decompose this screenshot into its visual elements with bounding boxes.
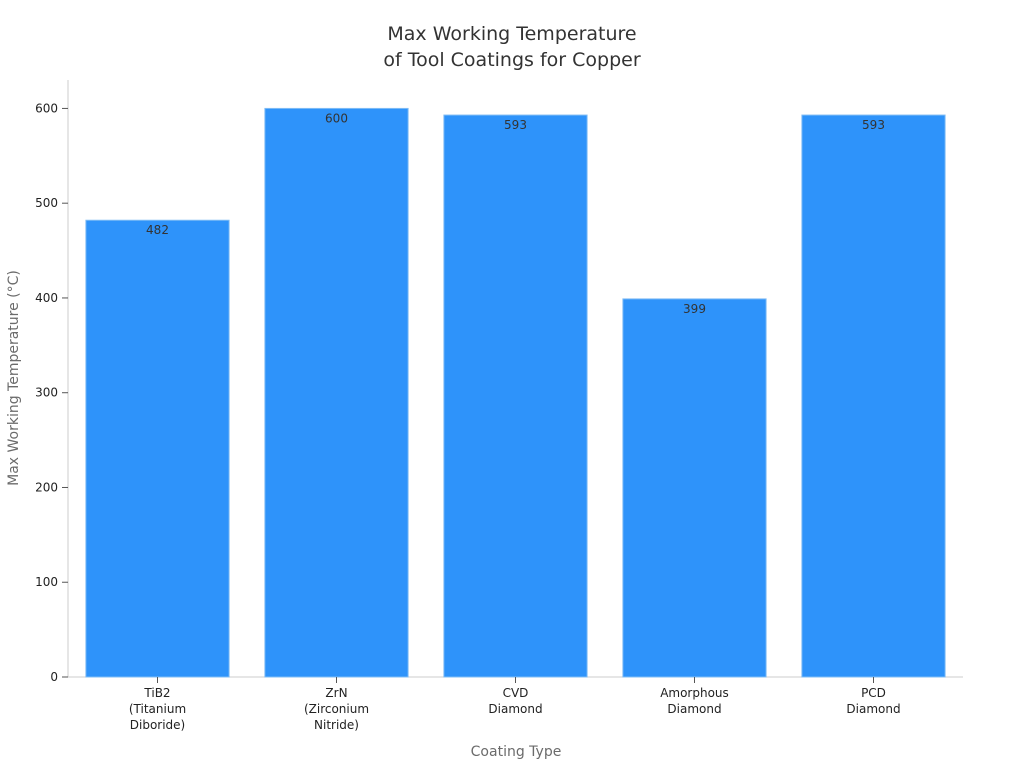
bar-value-label: 399 xyxy=(683,302,706,316)
y-tick-label: 300 xyxy=(35,386,58,400)
y-axis-label: Max Working Temperature (°C) xyxy=(6,270,22,486)
bar xyxy=(801,114,946,678)
bar xyxy=(85,219,230,678)
x-tick-label: ZrN xyxy=(325,686,347,700)
bar xyxy=(622,298,767,678)
x-tick-label: TiB2 xyxy=(143,686,170,700)
bar xyxy=(264,107,409,678)
x-tick-label: Nitride) xyxy=(314,718,359,732)
x-tick-label: Diamond xyxy=(846,702,900,716)
data-labels: 482 600 593 399 593 xyxy=(146,111,885,315)
bar xyxy=(443,114,588,678)
x-axis-ticks: TiB2 (Titanium Diboride) ZrN (Zirconium Nitri… xyxy=(129,677,901,732)
bar-value-label: 482 xyxy=(146,223,169,237)
bar-value-label: 593 xyxy=(504,118,527,132)
bars xyxy=(85,107,946,678)
x-tick-label: PCD xyxy=(861,686,886,700)
y-axis-ticks: 0 100 200 300 400 500 600 xyxy=(35,101,68,684)
y-tick-label: 100 xyxy=(35,575,58,589)
bar-value-label: 593 xyxy=(862,118,885,132)
x-tick-label: (Zirconium xyxy=(304,702,369,716)
bar-value-label: 600 xyxy=(325,111,348,125)
x-tick-label: Diamond xyxy=(488,702,542,716)
chart-title-line-2: of Tool Coatings for Copper xyxy=(383,49,640,71)
x-tick-label: Diamond xyxy=(667,702,721,716)
y-tick-label: 200 xyxy=(35,480,58,494)
x-tick-label: CVD xyxy=(503,686,529,700)
chart-title-line-1: Max Working Temperature xyxy=(387,23,636,45)
x-tick-label: (Titanium xyxy=(129,702,186,716)
x-axis-label: Coating Type xyxy=(471,744,562,760)
y-tick-label: 500 xyxy=(35,196,58,210)
y-tick-label: 400 xyxy=(35,291,58,305)
x-tick-label: Diboride) xyxy=(130,718,185,732)
x-tick-label: Amorphous xyxy=(660,686,729,700)
y-tick-label: 600 xyxy=(35,101,58,115)
y-tick-label: 0 xyxy=(50,670,58,684)
